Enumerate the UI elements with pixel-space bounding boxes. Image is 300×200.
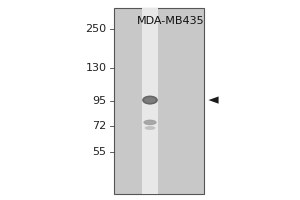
Text: MDA-MB435: MDA-MB435 xyxy=(137,16,205,26)
Ellipse shape xyxy=(145,98,155,102)
Bar xyxy=(142,8,158,194)
Ellipse shape xyxy=(144,120,156,125)
Ellipse shape xyxy=(146,127,154,129)
Text: 130: 130 xyxy=(85,63,106,73)
Ellipse shape xyxy=(146,121,154,124)
Polygon shape xyxy=(208,96,219,104)
Ellipse shape xyxy=(145,126,155,130)
Ellipse shape xyxy=(145,126,155,130)
Ellipse shape xyxy=(144,120,156,125)
Bar xyxy=(114,8,204,194)
Text: 95: 95 xyxy=(92,96,106,106)
Text: 72: 72 xyxy=(92,121,106,131)
Text: 250: 250 xyxy=(85,24,106,34)
Ellipse shape xyxy=(144,97,156,103)
Text: 55: 55 xyxy=(92,147,106,157)
Ellipse shape xyxy=(145,120,155,124)
Ellipse shape xyxy=(143,96,157,104)
Ellipse shape xyxy=(146,127,154,129)
Ellipse shape xyxy=(144,97,156,103)
Ellipse shape xyxy=(145,121,155,124)
Ellipse shape xyxy=(143,96,157,104)
Ellipse shape xyxy=(145,126,155,130)
Ellipse shape xyxy=(142,96,158,105)
Ellipse shape xyxy=(143,120,157,125)
